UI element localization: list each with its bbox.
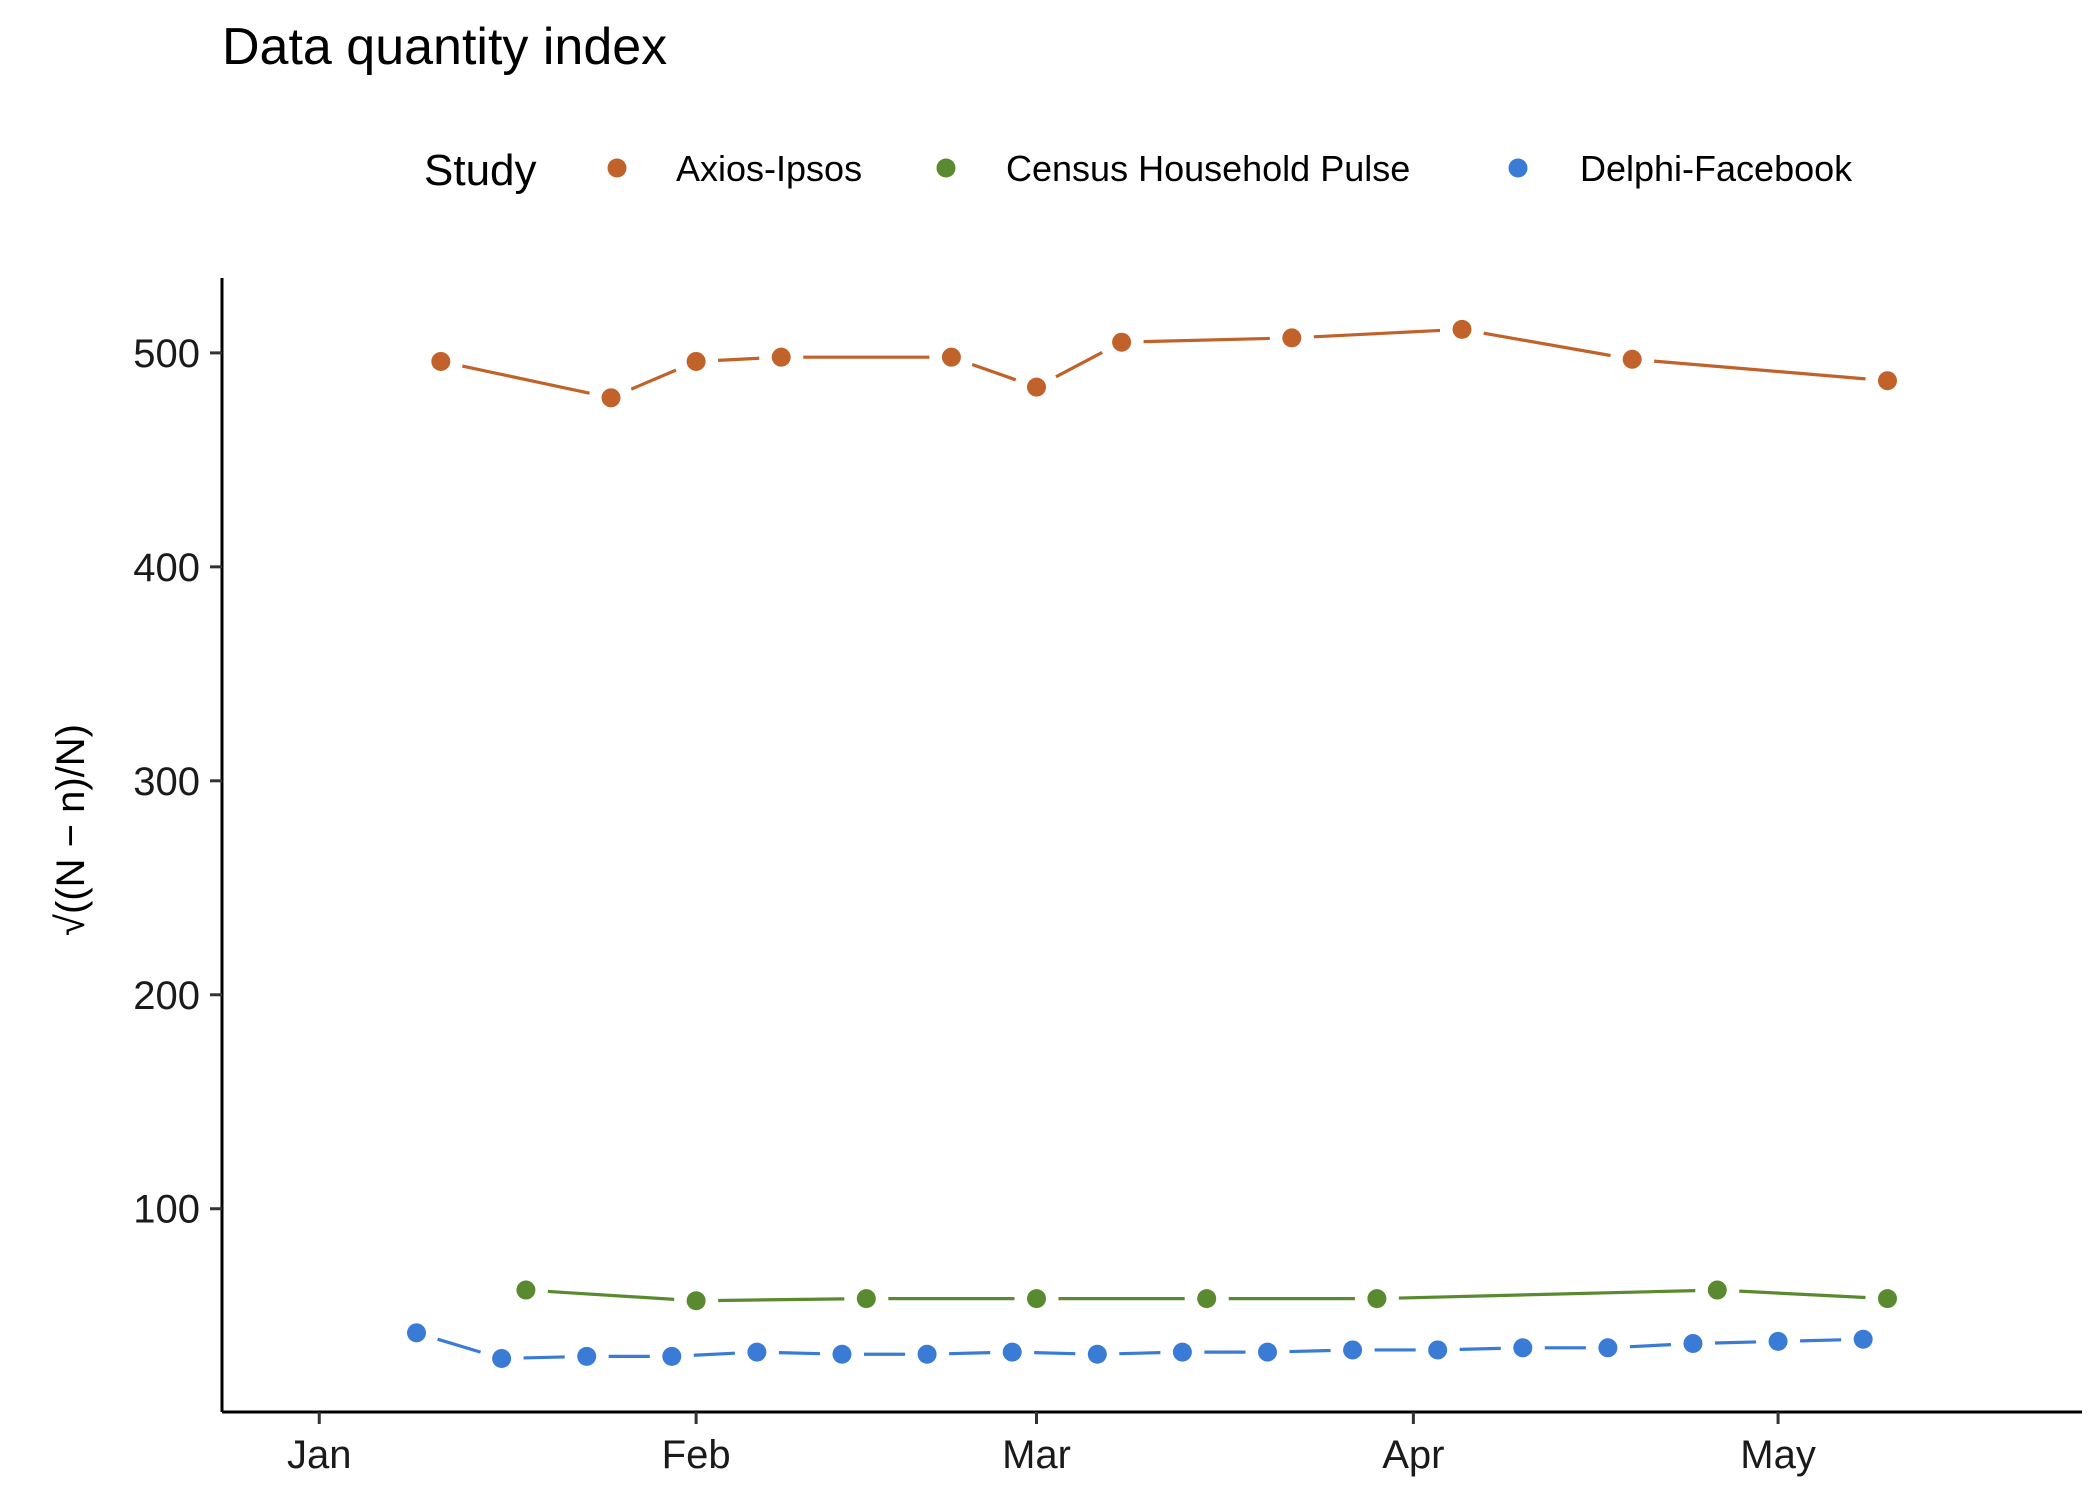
series-delphi-facebook bbox=[407, 1323, 1873, 1369]
series-segment-delphi-facebook bbox=[693, 1351, 736, 1357]
series-segment-delphi-facebook bbox=[778, 1351, 821, 1356]
data-point-delphi-facebook bbox=[1768, 1331, 1788, 1351]
series-segment-axios-ipsos bbox=[1055, 351, 1103, 379]
y-tick-label-400: 400 bbox=[133, 546, 200, 590]
series-segment-delphi-facebook bbox=[1629, 1343, 1672, 1349]
data-point-delphi-facebook bbox=[1002, 1342, 1022, 1362]
data-point-axios-ipsos bbox=[1622, 349, 1642, 369]
data-point-delphi-facebook bbox=[1172, 1342, 1192, 1362]
data-point-axios-ipsos bbox=[941, 347, 961, 367]
legend-label-delphi-facebook: Delphi-Facebook bbox=[1580, 148, 1853, 189]
data-point-axios-ipsos bbox=[1027, 377, 1047, 397]
data-point-axios-ipsos bbox=[1112, 332, 1132, 352]
series-segment-delphi-facebook bbox=[1119, 1351, 1161, 1356]
y-axis-label: √((N − n)/N) bbox=[49, 724, 93, 936]
chart-title: Data quantity index bbox=[222, 18, 667, 76]
series-axios-ipsos bbox=[431, 319, 1897, 408]
x-tick-label-apr: Apr bbox=[1382, 1433, 1444, 1477]
data-point-axios-ipsos bbox=[1282, 328, 1302, 348]
data-point-delphi-facebook bbox=[577, 1346, 597, 1366]
series-segment-delphi-facebook bbox=[1459, 1346, 1501, 1351]
data-point-delphi-facebook bbox=[1087, 1344, 1107, 1364]
data-point-census-household-pulse bbox=[1367, 1289, 1387, 1309]
series-segment-delphi-facebook bbox=[437, 1337, 482, 1354]
series-segment-census-household-pulse bbox=[718, 1297, 845, 1303]
axes: 100 200 300 400 500 Jan Feb Mar Apr May bbox=[133, 278, 2082, 1477]
series-segment-axios-ipsos bbox=[1143, 336, 1270, 344]
data-point-delphi-facebook bbox=[492, 1349, 512, 1369]
series-segment-axios-ipsos bbox=[718, 356, 760, 362]
series-segment-delphi-facebook bbox=[1289, 1348, 1331, 1354]
data-point-axios-ipsos bbox=[686, 351, 706, 371]
data-point-axios-ipsos bbox=[1877, 371, 1897, 391]
series-segment-axios-ipsos bbox=[462, 364, 590, 395]
series-segment-delphi-facebook bbox=[1714, 1340, 1757, 1345]
legend-key-delphi-facebook bbox=[1508, 158, 1528, 178]
series-segment-axios-ipsos bbox=[1313, 328, 1441, 339]
data-point-census-household-pulse bbox=[856, 1289, 876, 1309]
data-point-axios-ipsos bbox=[771, 347, 791, 367]
y-tick-label-200: 200 bbox=[133, 974, 200, 1018]
legend: Study Axios-Ipsos Census Household Pulse D… bbox=[424, 146, 1853, 195]
x-tick-label-jan: Jan bbox=[287, 1433, 352, 1477]
series-segment-delphi-facebook bbox=[523, 1355, 565, 1360]
data-point-delphi-facebook bbox=[1513, 1338, 1533, 1358]
data-point-delphi-facebook bbox=[832, 1344, 852, 1364]
data-point-census-household-pulse bbox=[1197, 1289, 1217, 1309]
data-point-axios-ipsos bbox=[1452, 319, 1472, 339]
series-layer bbox=[407, 319, 1897, 1369]
y-tick-label-300: 300 bbox=[133, 760, 200, 804]
data-point-delphi-facebook bbox=[1257, 1342, 1277, 1362]
data-point-census-household-pulse bbox=[1027, 1289, 1047, 1309]
data-point-delphi-facebook bbox=[917, 1344, 937, 1364]
y-tick-label-500: 500 bbox=[133, 332, 200, 376]
x-tick-label-may: May bbox=[1740, 1433, 1816, 1477]
data-point-delphi-facebook bbox=[747, 1342, 767, 1362]
legend-key-axios-ipsos bbox=[607, 158, 627, 178]
series-segment-census-household-pulse bbox=[1398, 1288, 1696, 1300]
legend-title: Study bbox=[424, 146, 537, 195]
data-point-axios-ipsos bbox=[431, 351, 451, 371]
series-segment-delphi-facebook bbox=[1034, 1351, 1076, 1356]
series-segment-axios-ipsos bbox=[1653, 359, 1866, 381]
data-point-census-household-pulse bbox=[1707, 1280, 1727, 1300]
data-point-census-household-pulse bbox=[686, 1291, 706, 1311]
data-point-delphi-facebook bbox=[1598, 1338, 1618, 1358]
data-point-delphi-facebook bbox=[1853, 1329, 1873, 1349]
data-point-census-household-pulse bbox=[516, 1280, 536, 1300]
data-point-delphi-facebook bbox=[407, 1323, 427, 1343]
data-point-delphi-facebook bbox=[1343, 1340, 1363, 1360]
x-tick-label-mar: Mar bbox=[1002, 1433, 1071, 1477]
series-census-household-pulse bbox=[516, 1280, 1897, 1311]
series-segment-axios-ipsos bbox=[630, 368, 677, 391]
series-segment-census-household-pulse bbox=[547, 1289, 675, 1301]
x-tick-label-feb: Feb bbox=[662, 1433, 731, 1477]
series-segment-axios-ipsos bbox=[1483, 331, 1611, 358]
data-point-census-household-pulse bbox=[1877, 1289, 1897, 1309]
series-segment-delphi-facebook bbox=[949, 1351, 991, 1356]
series-segment-delphi-facebook bbox=[1800, 1338, 1842, 1343]
data-point-delphi-facebook bbox=[662, 1346, 682, 1366]
data-point-delphi-facebook bbox=[1428, 1340, 1448, 1360]
data-point-axios-ipsos bbox=[601, 388, 621, 408]
series-segment-axios-ipsos bbox=[971, 362, 1017, 382]
y-tick-label-100: 100 bbox=[133, 1188, 200, 1232]
data-point-delphi-facebook bbox=[1683, 1334, 1703, 1354]
legend-label-axios-ipsos: Axios-Ipsos bbox=[676, 148, 862, 189]
legend-label-census-household-pulse: Census Household Pulse bbox=[1006, 148, 1410, 189]
series-segment-census-household-pulse bbox=[1739, 1289, 1866, 1300]
legend-key-census-household-pulse bbox=[936, 158, 956, 178]
